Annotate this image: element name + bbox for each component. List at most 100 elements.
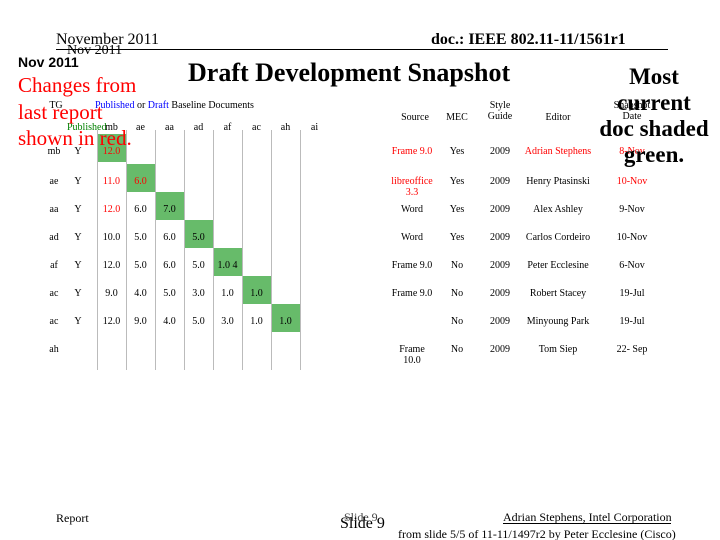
header-rule (56, 49, 668, 50)
row-editor: Peter Ecclesine (527, 260, 589, 271)
published-word: Published (95, 100, 135, 111)
row-value: 5.0 (134, 260, 147, 271)
row-mec: Yes (449, 176, 465, 187)
page-title: Draft Development Snapshot (188, 58, 511, 87)
baseline-col-ae: ae (136, 122, 145, 133)
current-doc-shade (242, 276, 271, 304)
current-doc-shade (97, 134, 126, 162)
row-value: 6.0 (163, 260, 176, 271)
row-value: 3.0 (192, 288, 205, 299)
row-date: 19-Jul (619, 288, 645, 299)
footer-left: Report (56, 511, 89, 525)
row-editor: Robert Stacey (529, 288, 587, 299)
row-mec: Yes (449, 146, 465, 157)
row-value: 5.0 (163, 288, 176, 299)
row-value: 5.0 (134, 232, 147, 243)
row-published: Y (74, 260, 82, 271)
footer-slide: Slide 9 (340, 515, 385, 532)
current-doc-shade (213, 248, 242, 276)
row-mec: No (450, 316, 464, 327)
row-value: 10.0 (102, 232, 121, 243)
baseline-col-ad: ad (193, 122, 204, 133)
row-source: Word (401, 232, 423, 243)
baseline-col-ai: ai (310, 122, 319, 133)
baseline-col-ah: ah (280, 122, 291, 133)
row-style: 2009 (490, 288, 510, 299)
tg-header: TG (49, 100, 63, 111)
row-tg: ac (49, 288, 59, 299)
row-editor: Minyoung Park (526, 316, 590, 327)
row-value: 3.0 (221, 316, 234, 327)
grid-line (242, 130, 243, 370)
row-source: Frame 9.0 (391, 288, 433, 299)
header-snapshot-date: Snapshot Date (613, 100, 651, 122)
baseline-rest: Baseline Documents (171, 100, 254, 111)
row-source: Frame 9.0 (391, 146, 433, 157)
header-style-guide: Style Guide (487, 100, 513, 122)
current-doc-shade (155, 192, 184, 220)
footer-source-note: from slide 5/5 of 11-11/1497r2 by Peter … (398, 527, 676, 540)
row-value: 1.0 (250, 316, 263, 327)
current-doc-shade (126, 164, 155, 192)
row-tg: mb (47, 146, 61, 157)
row-style: 2009 (490, 204, 510, 215)
row-published: Y (74, 232, 82, 243)
row-editor: Henry Ptasinski (526, 176, 590, 187)
row-style: 2009 (490, 344, 510, 355)
changes-note: Changes from last report shown in red. (18, 73, 137, 150)
row-tg: af (50, 260, 58, 271)
row-style: 2009 (490, 146, 510, 157)
baseline-or: or (136, 100, 146, 111)
row-mec: No (450, 344, 464, 355)
grid-line (300, 130, 301, 370)
row-value: 12.0 (102, 204, 121, 215)
row-value: 12.0 (102, 146, 121, 157)
row-date: 6-Nov (619, 260, 645, 271)
published-col-header: Published (67, 122, 107, 133)
draft-word: Draft (147, 100, 169, 111)
current-doc-shade (184, 220, 213, 248)
footer-slide-small: Slide 9 (344, 510, 378, 524)
row-editor: Alex Ashley (533, 204, 583, 215)
row-date: 22- Sep (616, 344, 648, 355)
row-date: 8-Nov (619, 146, 645, 157)
current-doc-shade (271, 304, 300, 332)
row-editor: Tom Siep (538, 344, 578, 355)
row-value: 1.0 (250, 288, 263, 299)
row-source: Frame 10.0 (399, 344, 425, 366)
header-mec: MEC (446, 112, 468, 123)
grid-line (271, 130, 272, 370)
row-published: Y (74, 176, 82, 187)
header-source: Source (401, 112, 429, 123)
row-style: 2009 (490, 316, 510, 327)
row-mec: No (450, 288, 464, 299)
row-value: 5.0 (192, 260, 205, 271)
row-value: 12.0 (102, 316, 121, 327)
grid-line (97, 130, 98, 370)
row-value: 4.0 (134, 288, 147, 299)
document-id: doc.: IEEE 802.11-11/1561r1 (431, 31, 626, 48)
header-date-short: Nov 2011 (67, 43, 123, 58)
row-value: 4.0 (163, 316, 176, 327)
row-value: 1.0 (279, 316, 292, 327)
row-source: libreoffice 3.3 (391, 176, 433, 198)
grid-line (155, 130, 156, 370)
row-mec: Yes (449, 204, 465, 215)
row-tg: ah (49, 344, 59, 355)
row-value: 11.0 (102, 176, 121, 187)
row-style: 2009 (490, 232, 510, 243)
row-date: 9-Nov (619, 204, 645, 215)
row-published: Y (74, 316, 82, 327)
row-tg: ae (49, 176, 59, 187)
row-date: 10-Nov (616, 232, 648, 243)
header-date: November 2011 (56, 31, 159, 48)
baseline-col-ac: ac (252, 122, 261, 133)
row-editor: Carlos Cordeiro (525, 232, 591, 243)
row-value: 6.0 (134, 176, 147, 187)
row-value: 6.0 (163, 232, 176, 243)
row-value: 9.0 (134, 316, 147, 327)
row-published: Y (74, 204, 82, 215)
footer-author: Adrian Stephens, Intel Corporation (503, 510, 672, 524)
row-mec: Yes (449, 232, 465, 243)
baseline-col-af: af (223, 122, 232, 133)
